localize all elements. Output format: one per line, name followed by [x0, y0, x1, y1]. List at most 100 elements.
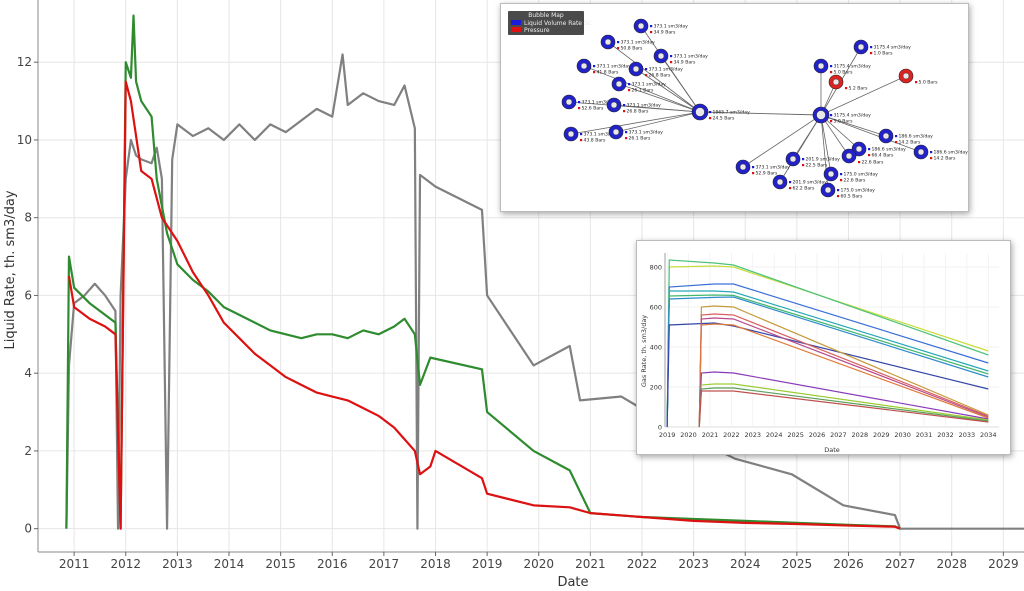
well-icon [657, 52, 665, 60]
liquid-rate-label: 201.9 sm3/day [793, 179, 828, 185]
liquid-marker [578, 101, 581, 104]
well-icon [882, 132, 890, 140]
well-icon [580, 62, 588, 70]
gas-series-line-7 [698, 305, 989, 428]
well-icon [789, 155, 797, 163]
pressure-label: 26.8 Bars [627, 108, 650, 114]
well-icon [739, 163, 747, 171]
pressure-label: 43.8 Bars [584, 137, 607, 143]
gas-x-tick-label: 2030 [894, 431, 911, 439]
bubble-node[interactable]: 22.6 Bars [841, 148, 885, 165]
pressure-marker [830, 71, 833, 74]
flow-link [820, 114, 887, 137]
pressure-label: 22.6 Bars [862, 159, 885, 165]
legend-title: Bubble Map [528, 12, 564, 19]
pressure-marker [837, 195, 840, 198]
pressure-label: 50.8 Bars [621, 45, 644, 51]
pressure-label: 5.0 Bars [834, 69, 854, 75]
well-icon [917, 148, 925, 156]
gas-y-tick-label: 600 [650, 304, 662, 312]
liquid-marker [650, 25, 653, 28]
gas-series-line-13 [698, 387, 989, 428]
flow-link [820, 75, 907, 116]
pressure-marker [802, 164, 805, 167]
x-tick-label: 2017 [369, 557, 400, 571]
well-icon [824, 186, 832, 194]
legend-swatch-pressure [511, 27, 521, 32]
gas-series-line-8 [698, 313, 989, 428]
liquid-rate-label: 373.1 sm3/day [627, 102, 662, 108]
liquid-marker [625, 131, 628, 134]
liquid-rate-label: 1865.7 sm3/day [713, 109, 751, 115]
flow-link [820, 114, 832, 175]
pressure-marker [789, 187, 792, 190]
liquid-rate-label: 373.1 sm3/day [756, 164, 791, 170]
pressure-marker [895, 141, 898, 144]
liquid-rate-label: 201.9 sm3/day [806, 156, 841, 162]
flow-link [820, 114, 860, 150]
x-tick-label: 2028 [936, 557, 967, 571]
flow-link [742, 114, 822, 168]
gas-y-tick-label: 200 [650, 384, 662, 392]
pressure-marker [915, 81, 918, 84]
legend-swatch-liquid [511, 20, 521, 25]
pressure-marker [617, 47, 620, 50]
series-line-2 [67, 80, 901, 530]
well-icon [604, 38, 612, 46]
pressure-marker [858, 161, 861, 164]
pressure-marker [625, 137, 628, 140]
y-tick-label: 10 [17, 133, 32, 147]
pressure-label: 5.2 Bars [849, 85, 869, 91]
pressure-label: 34.9 Bars [674, 59, 697, 65]
x-tick-label: 2018 [420, 557, 451, 571]
liquid-rate-label: 373.1 sm3/day [649, 66, 684, 72]
liquid-marker [670, 55, 673, 58]
gas-series-line-10 [698, 323, 989, 428]
y-axis-label: Liquid Rate, th. sm3/day [3, 190, 18, 349]
x-tick-label: 2029 [988, 557, 1019, 571]
x-tick-label: 2013 [162, 557, 193, 571]
main-ticks: 2011 2012 2013 2014 2015 2016 2017 2018 2019 2020… [17, 55, 1019, 571]
liquid-marker [645, 68, 648, 71]
gas-rate-chart: 2019 2020 2021 2022 2023 2024 2025 2026 2027 2028… [640, 253, 999, 454]
bubble-node[interactable]: 5.2 Bars [828, 74, 869, 91]
gas-x-tick-label: 2022 [723, 431, 740, 439]
liquid-marker [830, 114, 833, 117]
pressure-label: 26.1 Bars [632, 87, 655, 93]
gas-x-tick-label: 2033 [959, 431, 976, 439]
legend-box [508, 11, 584, 35]
liquid-marker [752, 166, 755, 169]
pressure-marker [752, 172, 755, 175]
x-tick-label: 2012 [110, 557, 141, 571]
well-icon [817, 62, 825, 70]
pressure-label: 41.8 Bars [597, 69, 620, 75]
gas-x-tick-label: 2019 [659, 431, 676, 439]
bubble-node[interactable]: 5.0 Bars [898, 68, 938, 85]
main-series [65, 14, 1024, 530]
flow-link [570, 111, 701, 135]
liquid-rate-label: 373.1 sm3/day [654, 23, 689, 29]
gas-x-tick-label: 2031 [916, 431, 933, 439]
